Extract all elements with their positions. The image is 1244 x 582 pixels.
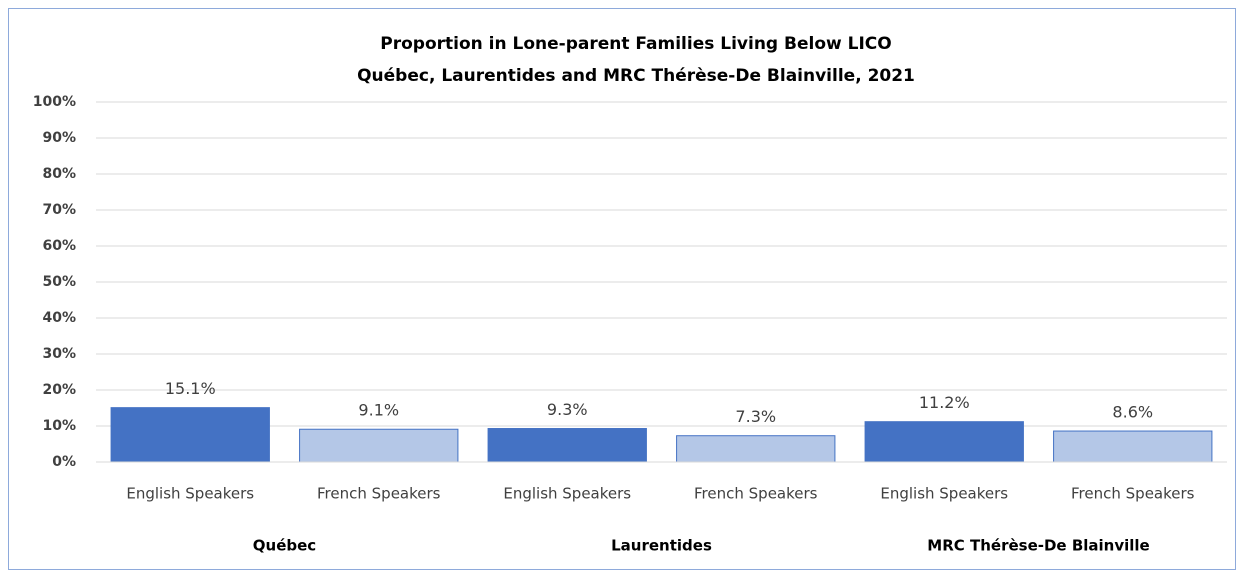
value-label: 15.1% <box>165 379 216 398</box>
group-label: Laurentides <box>611 537 712 555</box>
x-tick-label: French Speakers <box>317 485 441 503</box>
group-label: Québec <box>253 537 316 555</box>
value-label: 9.3% <box>547 400 588 419</box>
x-tick-label: English Speakers <box>880 485 1008 503</box>
y-tick-label: 30% <box>42 346 76 362</box>
value-label: 11.2% <box>919 393 970 412</box>
bar <box>110 407 270 463</box>
bar <box>676 435 836 463</box>
y-tick-label: 60% <box>42 238 76 254</box>
y-tick-label: 90% <box>42 130 76 146</box>
y-tick-label: 70% <box>42 202 76 218</box>
chart-title: Proportion in Lone-parent Families Livin… <box>380 34 891 54</box>
y-tick-label: 10% <box>42 418 76 434</box>
y-tick-label: 100% <box>33 94 76 110</box>
x-tick-label: French Speakers <box>1071 485 1195 503</box>
value-label: 8.6% <box>1112 403 1153 422</box>
y-tick-label: 80% <box>42 166 76 182</box>
x-tick-label: English Speakers <box>503 485 631 503</box>
chart-subtitle: Québec, Laurentides and MRC Thérèse-De B… <box>357 66 915 86</box>
x-tick-label: French Speakers <box>694 485 818 503</box>
y-tick-label: 40% <box>42 310 76 326</box>
bar <box>864 421 1024 463</box>
group-label: MRC Thérèse-De Blainville <box>927 537 1149 555</box>
y-tick-label: 50% <box>42 274 76 290</box>
value-label: 7.3% <box>735 407 776 426</box>
y-tick-label: 20% <box>42 382 76 398</box>
bar <box>487 428 647 463</box>
bar <box>299 428 459 463</box>
x-tick-label: English Speakers <box>126 485 254 503</box>
y-tick-label: 0% <box>52 454 76 470</box>
bar <box>1053 430 1213 463</box>
value-label: 9.1% <box>358 401 399 420</box>
